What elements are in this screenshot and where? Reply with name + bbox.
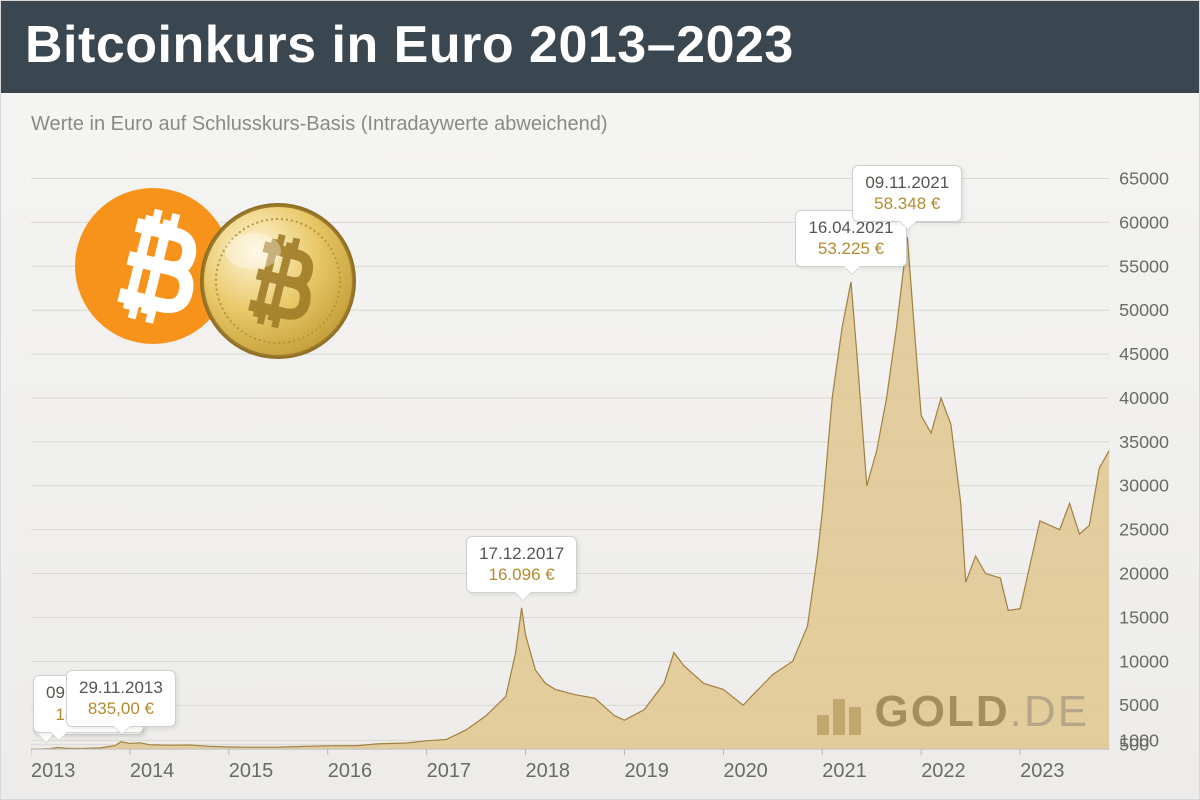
svg-text:60000: 60000 [1119, 212, 1169, 232]
svg-text:35000: 35000 [1119, 432, 1169, 452]
callout-date: 17.12.2017 [479, 543, 564, 564]
callout-value: 835,00 € [79, 698, 163, 719]
callout-value: 53.225 € [808, 238, 893, 259]
svg-text:2013: 2013 [31, 760, 75, 782]
svg-text:50000: 50000 [1119, 300, 1169, 320]
callout-value: 16.096 € [479, 564, 564, 585]
price-callout: 29.11.2013835,00 € [66, 670, 176, 728]
svg-text:2016: 2016 [328, 760, 372, 782]
svg-text:5000: 5000 [1119, 695, 1159, 715]
svg-text:2014: 2014 [130, 760, 174, 782]
watermark-suffix: .DE [1010, 687, 1089, 736]
page-title: Bitcoinkurs in Euro 2013–2023 [1, 1, 1199, 93]
svg-text:25000: 25000 [1119, 520, 1169, 540]
svg-text:1000: 1000 [1119, 730, 1159, 750]
svg-text:2018: 2018 [526, 760, 570, 782]
callout-value: 58.348 € [865, 193, 949, 214]
svg-text:2022: 2022 [921, 760, 965, 782]
watermark-gold-de: GOLD.DE [815, 687, 1089, 737]
price-callout: 17.12.201716.096 € [466, 536, 577, 594]
svg-text:65000: 65000 [1119, 169, 1169, 189]
svg-text:2019: 2019 [624, 760, 668, 782]
callout-date: 09.11.2021 [865, 172, 949, 193]
svg-text:20000: 20000 [1119, 564, 1169, 584]
callout-date: 29.11.2013 [79, 677, 163, 698]
svg-text:2020: 2020 [723, 760, 767, 782]
price-callout: 09.11.202158.348 € [852, 165, 962, 223]
watermark-main: GOLD [875, 687, 1010, 736]
bitcoin-logo-group [73, 186, 373, 371]
svg-text:45000: 45000 [1119, 344, 1169, 364]
svg-text:2023: 2023 [1020, 760, 1064, 782]
svg-text:15000: 15000 [1119, 607, 1169, 627]
svg-text:40000: 40000 [1119, 388, 1169, 408]
svg-text:30000: 30000 [1119, 476, 1169, 496]
svg-text:55000: 55000 [1119, 256, 1169, 276]
chart-subtitle: Werte in Euro auf Schlusskurs-Basis (Int… [1, 93, 1199, 136]
svg-text:2021: 2021 [822, 760, 866, 782]
svg-text:10000: 10000 [1119, 651, 1169, 671]
svg-text:2017: 2017 [427, 760, 471, 782]
svg-text:2015: 2015 [229, 760, 273, 782]
